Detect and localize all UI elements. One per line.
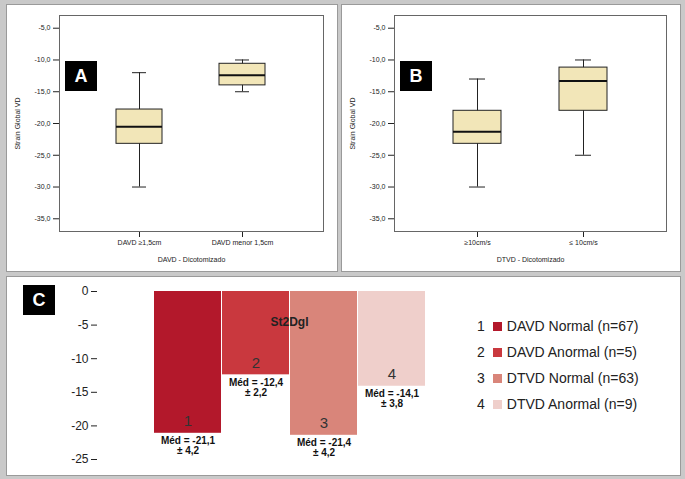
svg-text:-30,0: -30,0 xyxy=(35,183,51,190)
svg-text:-20,0: -20,0 xyxy=(35,120,51,127)
html-text:C: C xyxy=(32,290,46,310)
svg-text:-25: -25 xyxy=(71,452,89,466)
html-text:2: 2 xyxy=(477,344,485,360)
html-text:1: 1 xyxy=(477,318,485,334)
svg-text:DAVD menor 1,5cm: DAVD menor 1,5cm xyxy=(212,239,274,246)
svg-text:-30,0: -30,0 xyxy=(370,183,386,190)
svg-text:-25,0: -25,0 xyxy=(370,152,386,159)
svg-text:0: 0 xyxy=(82,284,89,298)
svg-text:St2Dgl: St2Dgl xyxy=(270,315,308,329)
svg-text:DAVD - Dicotomizado: DAVD - Dicotomizado xyxy=(158,256,226,263)
html-text:DAVD Normal (n=67): DAVD Normal (n=67) xyxy=(506,318,639,334)
svg-text:DAVD ≥1,5cm: DAVD ≥1,5cm xyxy=(118,239,162,246)
html-text:4: 4 xyxy=(477,396,485,412)
svg-text:-10: -10 xyxy=(71,352,89,366)
svg-text:-15,0: -15,0 xyxy=(35,88,51,95)
svg-text:-35,0: -35,0 xyxy=(370,215,386,222)
svg-text:4: 4 xyxy=(388,365,396,382)
svg-text:-10,0: -10,0 xyxy=(35,56,51,63)
svg-text:-15: -15 xyxy=(71,385,89,399)
svg-text:-5: -5 xyxy=(78,318,89,332)
svg-text:Méd = -12,4± 2,2: Méd = -12,4± 2,2 xyxy=(229,377,284,398)
html-text:DAVD Anormal (n=5): DAVD Anormal (n=5) xyxy=(506,344,637,360)
svg-text:2: 2 xyxy=(252,354,260,371)
html-text:DTVD Normal (n=63): DTVD Normal (n=63) xyxy=(506,370,639,386)
svg-text:-25,0: -25,0 xyxy=(35,152,51,159)
svg-text:≥10cm/s: ≥10cm/s xyxy=(464,239,491,246)
html-text:DTVD Anormal (n=9): DTVD Anormal (n=9) xyxy=(506,396,638,412)
svg-text:-20: -20 xyxy=(71,419,89,433)
svg-text:Méd = -14,1± 3,8: Méd = -14,1± 3,8 xyxy=(365,388,420,409)
html-text:A: A xyxy=(74,66,88,86)
html-text:B: B xyxy=(409,66,423,86)
svg-text:-5,0: -5,0 xyxy=(373,24,385,31)
svg-text:≤ 10cm/s: ≤ 10cm/s xyxy=(569,239,598,246)
html-text:3: 3 xyxy=(477,370,485,386)
svg-text:-20,0: -20,0 xyxy=(370,120,386,127)
svg-text:Méd = -21,4± 4,2: Méd = -21,4± 4,2 xyxy=(297,437,352,458)
svg-text:1: 1 xyxy=(184,412,192,429)
svg-text:DTVD - Dicotomizado: DTVD - Dicotomizado xyxy=(497,256,565,263)
svg-text:-10,0: -10,0 xyxy=(370,56,386,63)
svg-text:Méd = -21,1± 4,2: Méd = -21,1± 4,2 xyxy=(161,435,216,456)
svg-text:-5,0: -5,0 xyxy=(38,24,50,31)
svg-text:3: 3 xyxy=(320,414,328,431)
svg-text:Strain Global VD: Strain Global VD xyxy=(14,97,21,149)
svg-text:-15,0: -15,0 xyxy=(370,88,386,95)
svg-text:Strain Global VD: Strain Global VD xyxy=(349,97,356,149)
svg-text:-35,0: -35,0 xyxy=(35,215,51,222)
